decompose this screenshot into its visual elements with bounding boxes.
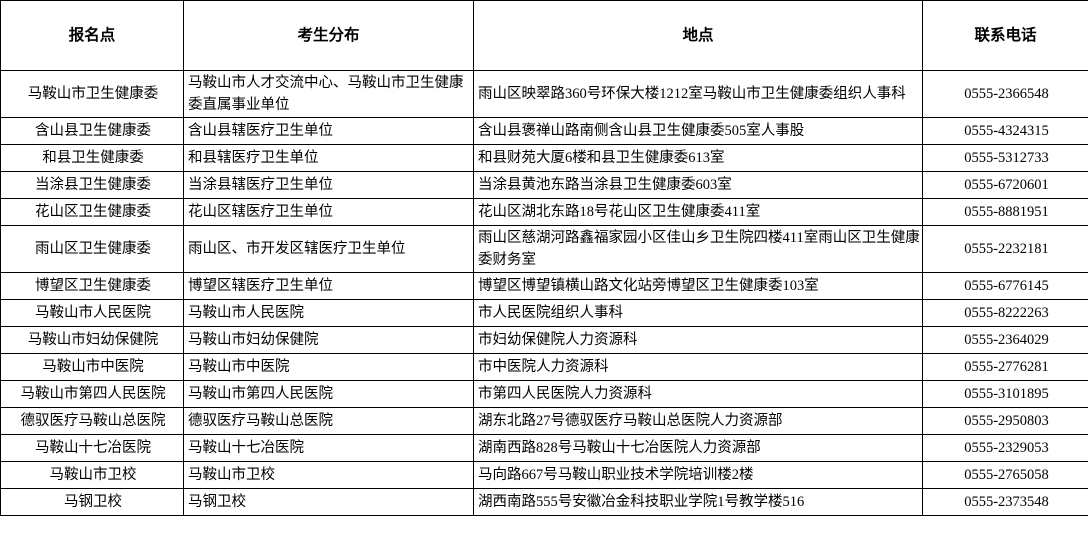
cell-candidate-distribution: 博望区辖医疗卫生单位	[183, 272, 474, 300]
cell-registration-point: 当涂县卫生健康委	[0, 171, 184, 199]
table-row: 马鞍山十七冶医院 马鞍山十七冶医院 湖南西路828号马鞍山十七冶医院人力资源部 055…	[0, 434, 1088, 462]
cell-candidate-distribution: 雨山区、市开发区辖医疗卫生单位	[183, 225, 474, 273]
cell-registration-point: 和县卫生健康委	[0, 144, 184, 172]
cell-location: 市妇幼保健院人力资源科	[473, 326, 923, 354]
header-candidate-distribution: 考生分布	[183, 0, 474, 71]
table-row: 马钢卫校 马钢卫校 湖西南路555号安徽冶金科技职业学院1号教学楼516 0555-2…	[0, 488, 1088, 516]
table-header: 报名点 考生分布 地点 联系电话	[0, 0, 1088, 71]
cell-contact-phone: 0555-2765058	[922, 461, 1088, 489]
cell-location: 湖西南路555号安徽冶金科技职业学院1号教学楼516	[473, 488, 923, 516]
cell-registration-point: 马鞍山市卫生健康委	[0, 70, 184, 118]
cell-location: 花山区湖北东路18号花山区卫生健康委411室	[473, 198, 923, 226]
cell-location: 湖东北路27号德驭医疗马鞍山总医院人力资源部	[473, 407, 923, 435]
cell-contact-phone: 0555-2776281	[922, 353, 1088, 381]
cell-contact-phone: 0555-6720601	[922, 171, 1088, 199]
cell-candidate-distribution: 德驭医疗马鞍山总医院	[183, 407, 474, 435]
cell-candidate-distribution: 马鞍山市第四人民医院	[183, 380, 474, 408]
cell-registration-point: 马鞍山市卫校	[0, 461, 184, 489]
cell-location: 湖南西路828号马鞍山十七冶医院人力资源部	[473, 434, 923, 462]
registration-points-table: 报名点 考生分布 地点 联系电话 马鞍山市卫生健康委 马鞍山市人才交流中心、马鞍山…	[0, 0, 1088, 516]
table-row: 花山区卫生健康委 花山区辖医疗卫生单位 花山区湖北东路18号花山区卫生健康委411室…	[0, 198, 1088, 226]
cell-contact-phone: 0555-8881951	[922, 198, 1088, 226]
cell-contact-phone: 0555-8222263	[922, 299, 1088, 327]
header-registration-point: 报名点	[0, 0, 184, 71]
cell-candidate-distribution: 花山区辖医疗卫生单位	[183, 198, 474, 226]
cell-registration-point: 马鞍山市第四人民医院	[0, 380, 184, 408]
table-row: 马鞍山市卫生健康委 马鞍山市人才交流中心、马鞍山市卫生健康委直属事业单位 雨山区映翠…	[0, 70, 1088, 118]
cell-contact-phone: 0555-2366548	[922, 70, 1088, 118]
cell-candidate-distribution: 马钢卫校	[183, 488, 474, 516]
table-row: 马鞍山市第四人民医院 马鞍山市第四人民医院 市第四人民医院人力资源科 0555-310…	[0, 380, 1088, 408]
cell-candidate-distribution: 马鞍山市人民医院	[183, 299, 474, 327]
cell-contact-phone: 0555-6776145	[922, 272, 1088, 300]
cell-location: 马向路667号马鞍山职业技术学院培训楼2楼	[473, 461, 923, 489]
table-row: 当涂县卫生健康委 当涂县辖医疗卫生单位 当涂县黄池东路当涂县卫生健康委603室 055…	[0, 171, 1088, 199]
table-row: 博望区卫生健康委 博望区辖医疗卫生单位 博望区博望镇横山路文化站旁博望区卫生健康委1…	[0, 272, 1088, 300]
cell-candidate-distribution: 和县辖医疗卫生单位	[183, 144, 474, 172]
cell-contact-phone: 0555-2364029	[922, 326, 1088, 354]
table-row: 马鞍山市中医院 马鞍山市中医院 市中医院人力资源科 0555-2776281	[0, 353, 1088, 381]
cell-candidate-distribution: 马鞍山十七冶医院	[183, 434, 474, 462]
table-row: 德驭医疗马鞍山总医院 德驭医疗马鞍山总医院 湖东北路27号德驭医疗马鞍山总医院人力资…	[0, 407, 1088, 435]
table-row: 和县卫生健康委 和县辖医疗卫生单位 和县财苑大厦6楼和县卫生健康委613室 0555-…	[0, 144, 1088, 172]
table-row: 马鞍山市人民医院 马鞍山市人民医院 市人民医院组织人事科 0555-8222263	[0, 299, 1088, 327]
cell-registration-point: 马鞍山市中医院	[0, 353, 184, 381]
cell-registration-point: 马鞍山十七冶医院	[0, 434, 184, 462]
cell-registration-point: 博望区卫生健康委	[0, 272, 184, 300]
cell-location: 当涂县黄池东路当涂县卫生健康委603室	[473, 171, 923, 199]
header-row: 报名点 考生分布 地点 联系电话	[0, 0, 1088, 71]
cell-registration-point: 花山区卫生健康委	[0, 198, 184, 226]
cell-candidate-distribution: 当涂县辖医疗卫生单位	[183, 171, 474, 199]
table-row: 马鞍山市卫校 马鞍山市卫校 马向路667号马鞍山职业技术学院培训楼2楼 0555-27…	[0, 461, 1088, 489]
cell-candidate-distribution: 马鞍山市卫校	[183, 461, 474, 489]
cell-contact-phone: 0555-4324315	[922, 117, 1088, 145]
cell-location: 市第四人民医院人力资源科	[473, 380, 923, 408]
cell-registration-point: 马鞍山市人民医院	[0, 299, 184, 327]
cell-registration-point: 马钢卫校	[0, 488, 184, 516]
cell-contact-phone: 0555-5312733	[922, 144, 1088, 172]
cell-registration-point: 德驭医疗马鞍山总医院	[0, 407, 184, 435]
cell-contact-phone: 0555-2232181	[922, 225, 1088, 273]
cell-candidate-distribution: 马鞍山市妇幼保健院	[183, 326, 474, 354]
cell-location: 含山县褒禅山路南侧含山县卫生健康委505室人事股	[473, 117, 923, 145]
cell-registration-point: 雨山区卫生健康委	[0, 225, 184, 273]
cell-candidate-distribution: 马鞍山市中医院	[183, 353, 474, 381]
header-contact-phone: 联系电话	[922, 0, 1088, 71]
cell-location: 雨山区映翠路360号环保大楼1212室马鞍山市卫生健康委组织人事科	[473, 70, 923, 118]
table-row: 马鞍山市妇幼保健院 马鞍山市妇幼保健院 市妇幼保健院人力资源科 0555-236402…	[0, 326, 1088, 354]
cell-contact-phone: 0555-3101895	[922, 380, 1088, 408]
table-row: 雨山区卫生健康委 雨山区、市开发区辖医疗卫生单位 雨山区慈湖河路鑫福家园小区佳山乡卫…	[0, 225, 1088, 273]
cell-contact-phone: 0555-2373548	[922, 488, 1088, 516]
cell-registration-point: 马鞍山市妇幼保健院	[0, 326, 184, 354]
cell-contact-phone: 0555-2950803	[922, 407, 1088, 435]
cell-candidate-distribution: 马鞍山市人才交流中心、马鞍山市卫生健康委直属事业单位	[183, 70, 474, 118]
cell-location: 雨山区慈湖河路鑫福家园小区佳山乡卫生院四楼411室雨山区卫生健康委财务室	[473, 225, 923, 273]
cell-location: 博望区博望镇横山路文化站旁博望区卫生健康委103室	[473, 272, 923, 300]
header-location: 地点	[473, 0, 923, 71]
cell-location: 市中医院人力资源科	[473, 353, 923, 381]
table-body: 马鞍山市卫生健康委 马鞍山市人才交流中心、马鞍山市卫生健康委直属事业单位 雨山区映翠…	[0, 70, 1088, 516]
cell-registration-point: 含山县卫生健康委	[0, 117, 184, 145]
table-row: 含山县卫生健康委 含山县辖医疗卫生单位 含山县褒禅山路南侧含山县卫生健康委505室人…	[0, 117, 1088, 145]
cell-location: 和县财苑大厦6楼和县卫生健康委613室	[473, 144, 923, 172]
cell-contact-phone: 0555-2329053	[922, 434, 1088, 462]
cell-candidate-distribution: 含山县辖医疗卫生单位	[183, 117, 474, 145]
cell-location: 市人民医院组织人事科	[473, 299, 923, 327]
